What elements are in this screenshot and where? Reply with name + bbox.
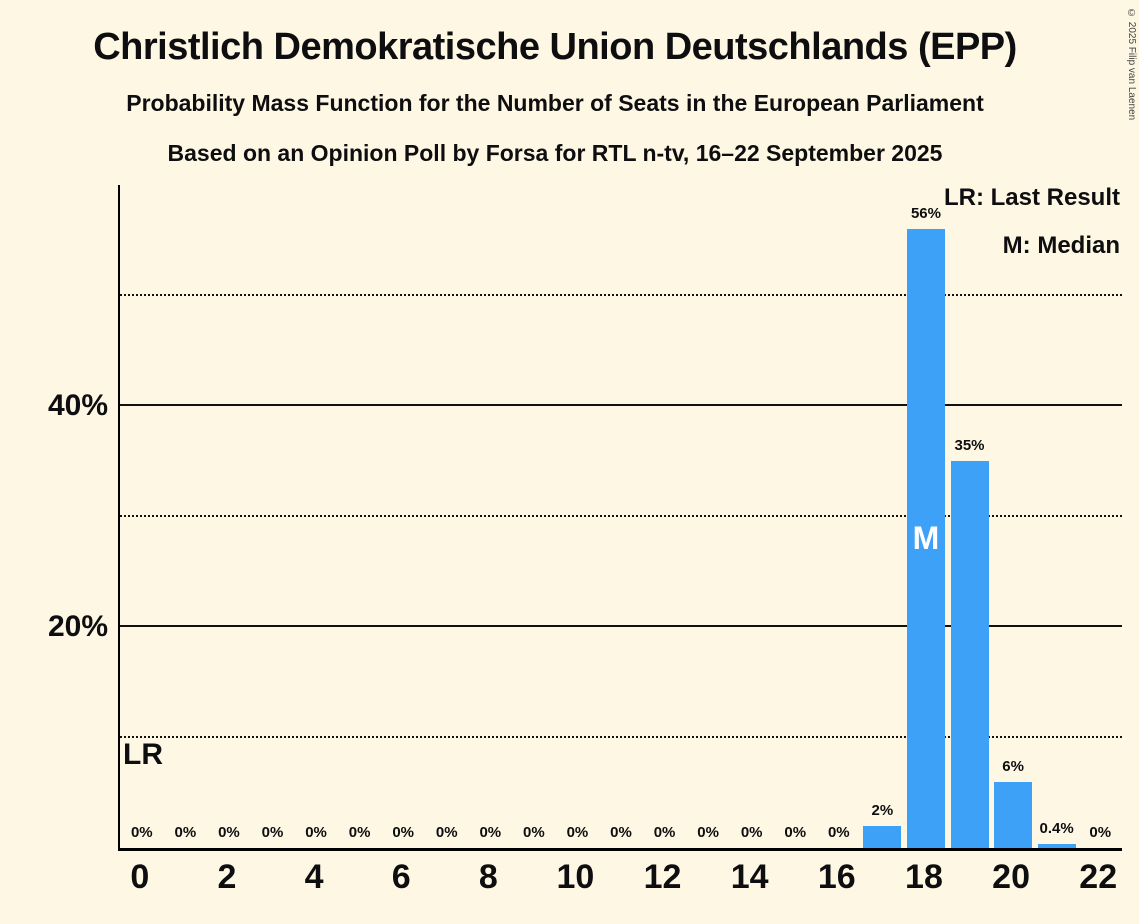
y-tick-20pct: 20% (47, 610, 108, 643)
legend-last-result: LR: Last Result (943, 184, 1120, 211)
bar-value-label-seat-7: 0% (435, 824, 458, 841)
chart-subtitle: Probability Mass Function for the Number… (126, 90, 984, 116)
poll-source-subtitle: Based on an Opinion Poll by Forsa for RT… (167, 140, 943, 166)
page-title: Christlich Demokratische Union Deutschla… (93, 26, 1017, 68)
legend: LR: Last Result M: Median (944, 186, 1120, 282)
last-result-marker: LR (123, 738, 163, 771)
bar-value-label-seat-8: 0% (479, 824, 502, 841)
median-marker: M (912, 520, 940, 557)
legend-median: M: Median (1002, 232, 1120, 259)
bar-seat-21 (1037, 843, 1076, 848)
x-tick-2: 2 (217, 858, 237, 896)
x-tick-18: 18 (905, 858, 943, 896)
y-tick-40pct: 40% (47, 389, 108, 422)
bar-seat-19 (950, 461, 989, 848)
chart-area: LR 0% 0% 0% 0% 0% 0% 0% 0% 0% 0% 0% 0% 0% 0% 0% 0% 0% 2% M… (48, 185, 1122, 896)
gridline-50pct (120, 293, 1122, 296)
bar-seat-17 (863, 825, 902, 848)
bar-value-label-seat-18: 56% (910, 205, 941, 223)
bar-value-label-seat-13: 0% (697, 824, 719, 841)
bar-value-label-seat-21: 0.4% (1039, 819, 1074, 837)
bar-value-label-seat-9: 0% (523, 824, 545, 841)
bar-value-label-seat-11: 0% (610, 824, 632, 841)
bar-value-label-seat-4: 0% (305, 824, 327, 841)
x-tick-0: 0 (130, 858, 150, 896)
gridline-20pct (120, 625, 1122, 627)
bar-value-label-seat-17: 2% (871, 801, 894, 819)
x-tick-6: 6 (391, 858, 411, 896)
x-tick-22: 22 (1079, 858, 1118, 896)
bar-value-label-seat-0: 0% (130, 824, 153, 841)
bar-value-label-seat-2: 0% (218, 824, 240, 841)
bar-seat-20 (994, 781, 1033, 848)
x-tick-20: 20 (992, 858, 1030, 896)
x-tick-10: 10 (556, 858, 595, 896)
bar-seat-18: M (906, 229, 945, 848)
gridline-10pct (120, 735, 1122, 738)
x-tick-8: 8 (478, 858, 498, 896)
bar-value-label-seat-1: 0% (174, 824, 197, 841)
x-tick-14: 14 (730, 858, 769, 896)
x-tick-16: 16 (817, 858, 856, 896)
x-tick-12: 12 (643, 858, 682, 896)
bar-value-label-seat-16: 0% (827, 824, 850, 841)
bar-value-label-seat-6: 0% (392, 824, 415, 841)
bar-value-label-seat-12: 0% (653, 824, 676, 841)
copyright-notice: © 2025 Filip van Laenen (1126, 8, 1137, 121)
x-tick-4: 4 (304, 858, 324, 896)
plot-area: LR 0% 0% 0% 0% 0% 0% 0% 0% 0% 0% 0% 0% 0% 0% 0% 0% 0% 2% M… (118, 185, 1122, 851)
bar-value-label-seat-3: 0% (261, 824, 284, 841)
bar-value-label-seat-19: 35% (954, 437, 985, 455)
gridline-30pct (120, 514, 1122, 517)
bar-value-label-seat-15: 0% (784, 824, 807, 841)
bar-value-label-seat-14: 0% (740, 824, 763, 841)
bar-value-label-seat-20: 6% (1002, 757, 1024, 775)
gridline-40pct (120, 404, 1122, 406)
bar-value-label-seat-5: 0% (348, 824, 371, 841)
bar-value-label-seat-22: 0% (1089, 824, 1112, 841)
bar-value-label-seat-10: 0% (566, 824, 589, 841)
